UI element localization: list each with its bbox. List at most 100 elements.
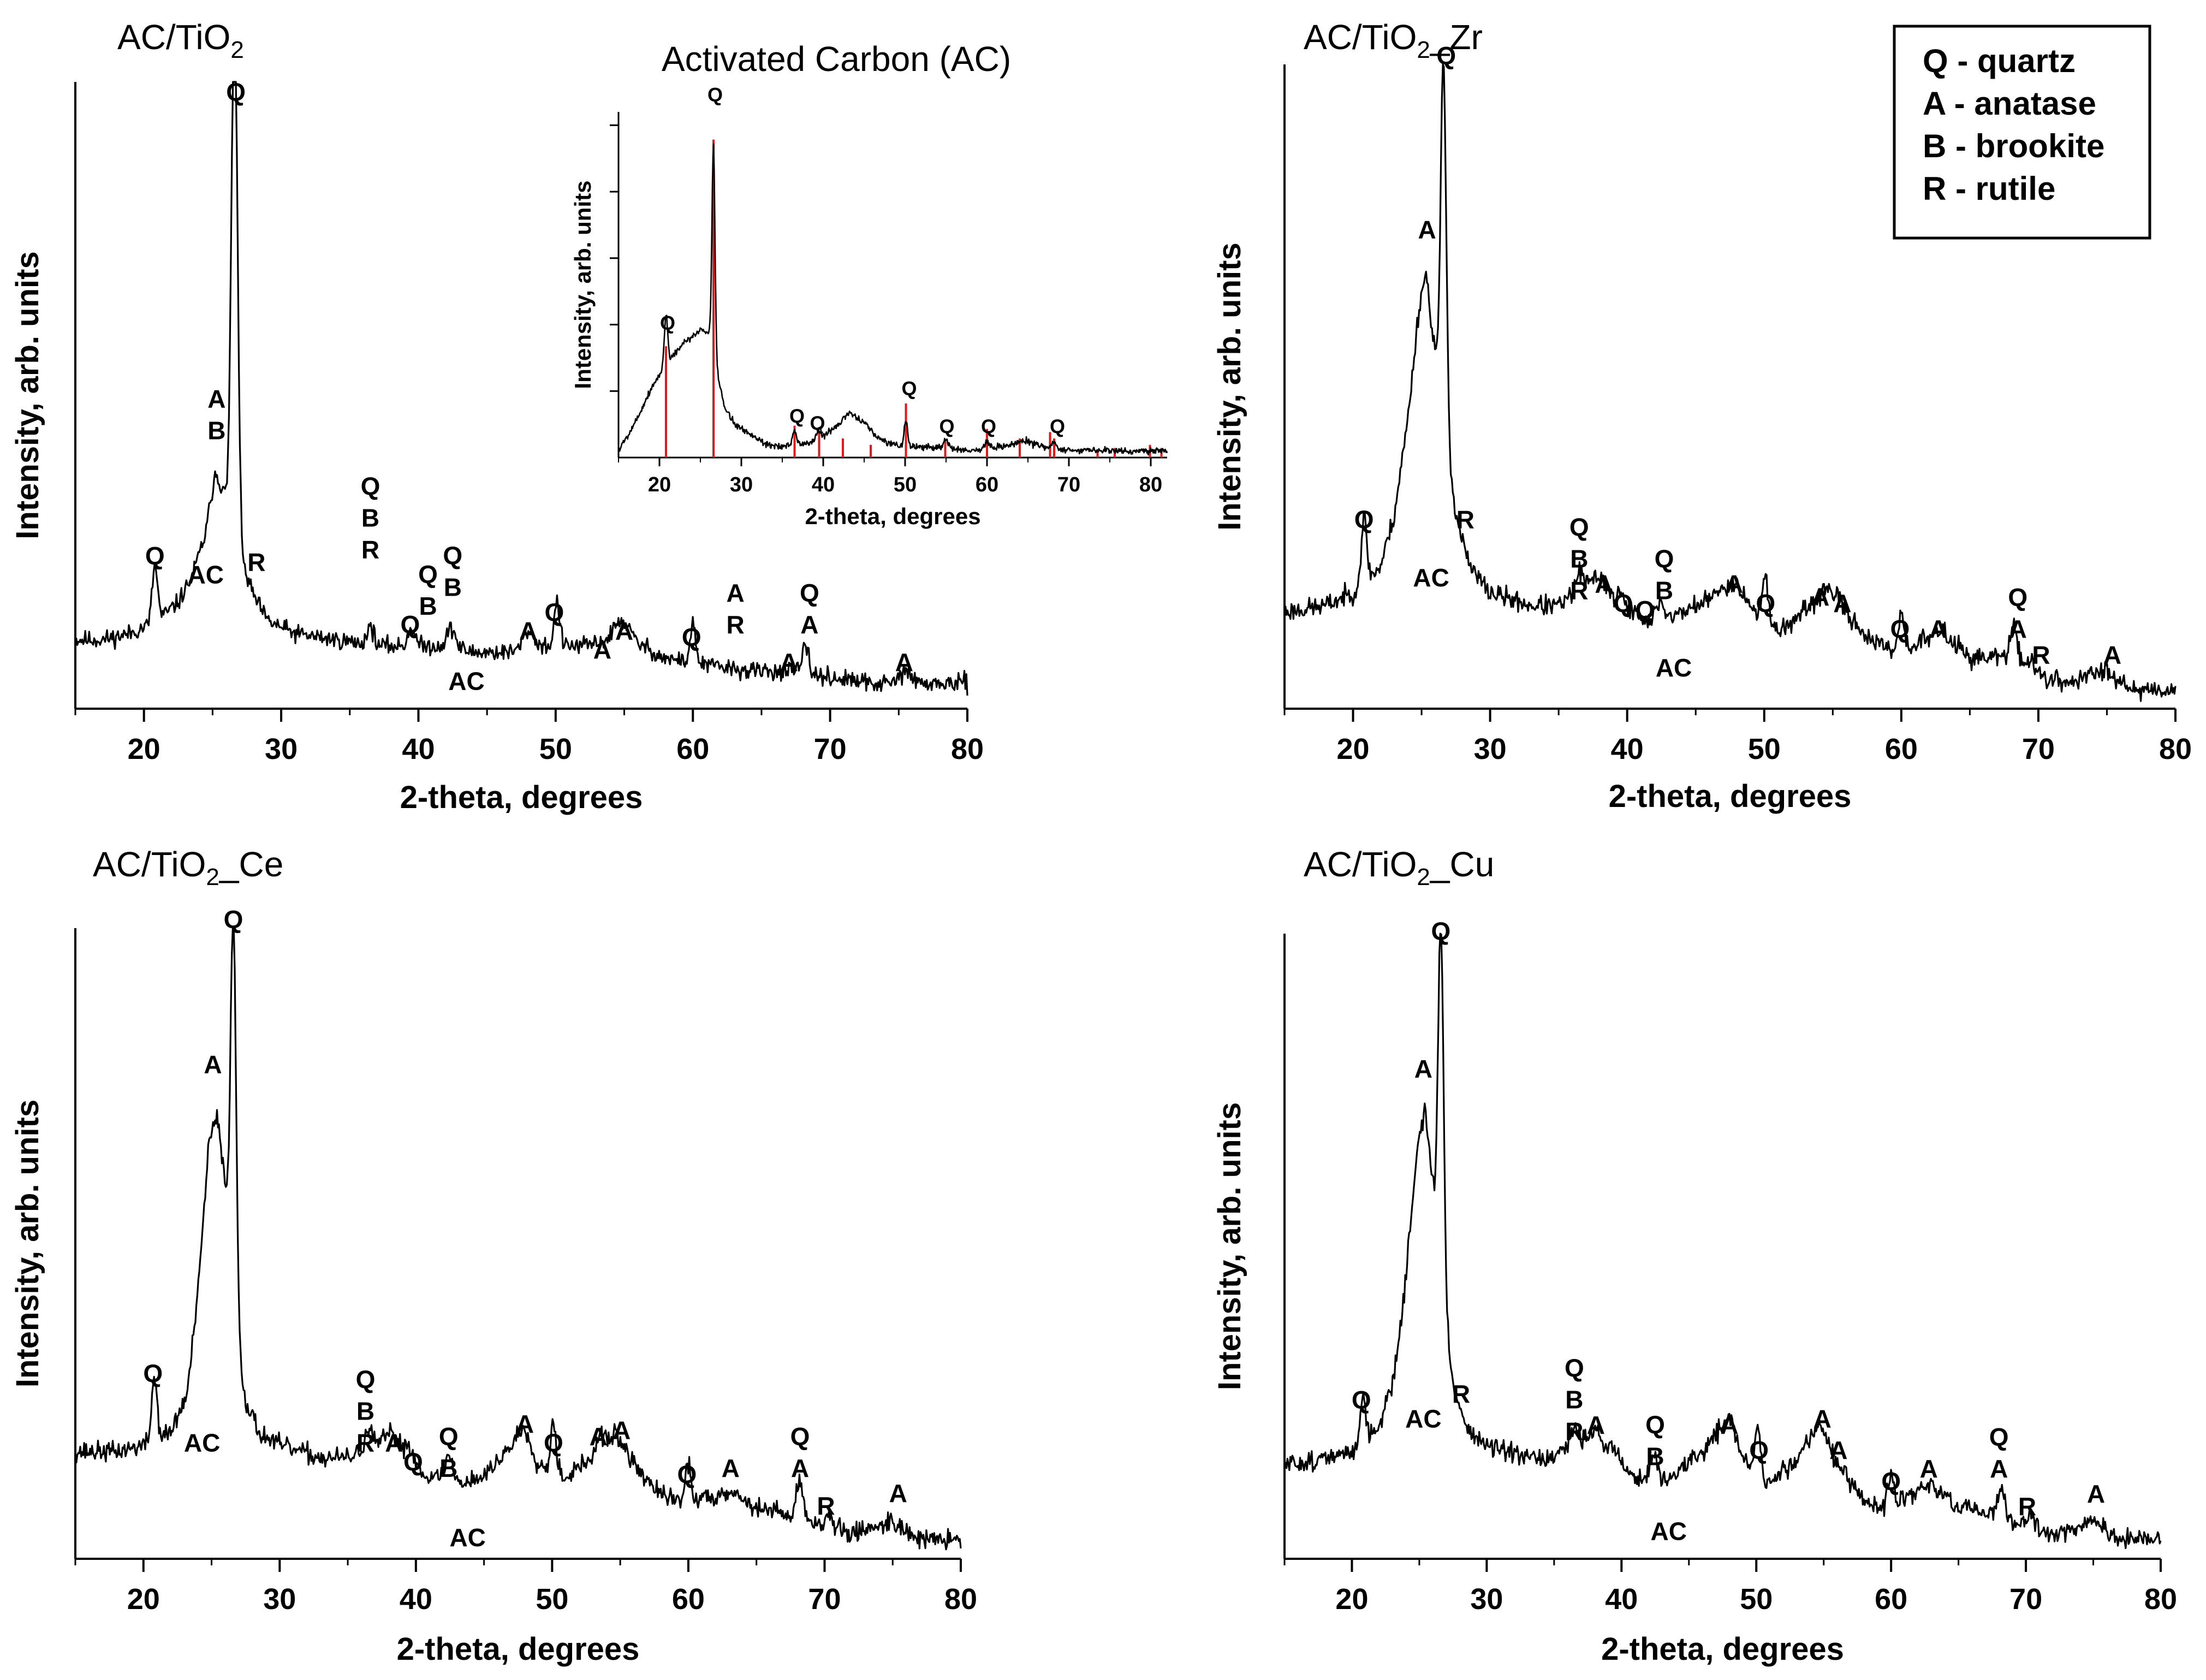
- x-tick-label: 50: [1748, 733, 1781, 765]
- peak-label: Q: [810, 412, 825, 434]
- peak-label: Q: [544, 598, 564, 626]
- chart-title-suffix: _Ce: [219, 845, 283, 884]
- x-tick-label: 70: [814, 733, 847, 765]
- peak-label: A: [207, 384, 225, 413]
- peak-label: Q: [789, 405, 805, 428]
- legend-entry-rutile: R - rutile: [1923, 170, 2055, 207]
- legend-entry-anatase: A - anatase: [1923, 85, 2096, 122]
- x-tick-label: 50: [536, 1583, 568, 1616]
- chart-title: AC/TiO2_Cu: [1304, 845, 1494, 891]
- x-tick-label: 50: [894, 473, 917, 496]
- peak-label: Q: [544, 1429, 563, 1457]
- peak-label: A: [2009, 615, 2027, 643]
- peak-label: R: [361, 535, 379, 563]
- peak-label: Q: [1645, 1410, 1665, 1439]
- x-tick-label: 80: [951, 733, 984, 765]
- x-axis-title: 2-theta, degrees: [400, 780, 643, 815]
- peak-label: R: [727, 610, 745, 639]
- peak-label: AC: [1405, 1405, 1441, 1433]
- peak-label: A: [727, 579, 745, 607]
- peak-label: B: [1646, 1442, 1664, 1470]
- peak-label: Q: [1756, 589, 1775, 618]
- x-tick-label: 30: [1470, 1583, 1503, 1616]
- peak-label: A: [1811, 583, 1829, 611]
- peak-label: B: [356, 1397, 374, 1426]
- peak-label: A: [780, 648, 798, 676]
- x-tick-label: 40: [400, 1583, 432, 1616]
- y-axis-title: Intensity, arb. units: [10, 1100, 45, 1387]
- chart-title-suffix: _Zr: [1430, 17, 1483, 57]
- peak-label: B: [444, 573, 462, 601]
- legend: Q - quartz A - anatase B - brookite R - …: [1893, 25, 2151, 240]
- x-tick-label: 80: [2159, 733, 2192, 765]
- peak-label: A: [1990, 1455, 2008, 1483]
- x-tick-label: 70: [2022, 733, 2055, 765]
- xrd-pattern-line: [617, 143, 1168, 456]
- peak-label: AC: [1413, 563, 1449, 592]
- peak-label: Q: [1655, 544, 1674, 573]
- peak-label: R: [1452, 1380, 1470, 1408]
- chart-title-main: AC/TiO: [117, 17, 230, 57]
- peak-label: A: [516, 1410, 534, 1438]
- peak-label: AC: [1656, 654, 1692, 682]
- x-tick-label: 30: [730, 473, 753, 496]
- x-axis-title: 2-theta, degrees: [397, 1631, 640, 1667]
- x-tick-label: 20: [648, 473, 671, 496]
- peak-label: R: [1570, 576, 1588, 604]
- x-tick-label: 40: [402, 733, 435, 765]
- chart-panel-activated-carbon-inset: Activated Carbon (AC) 20 30 40 50 60 70 80 2-the…: [570, 39, 1168, 529]
- chart-title: AC/TiO2: [117, 17, 244, 63]
- chart-title: AC/TiO2_Zr: [1304, 17, 1483, 63]
- x-tick-label: 60: [1885, 733, 1918, 765]
- peak-label: Q: [1749, 1436, 1769, 1464]
- peak-label: R: [356, 1429, 374, 1457]
- peak-label: AC: [188, 560, 224, 589]
- x-tick-label: 80: [1139, 473, 1162, 496]
- peak-label: AC: [448, 667, 484, 696]
- x-tick-label: 80: [2144, 1583, 2177, 1616]
- peak-label: R: [1456, 506, 1474, 534]
- peak-label: A: [722, 1454, 740, 1482]
- peak-label: A: [1725, 570, 1743, 598]
- peak-label: A: [1720, 1411, 1738, 1439]
- peak-label: Q: [439, 1422, 459, 1451]
- xrd-pattern-line: [74, 81, 968, 696]
- peak-label: A: [1414, 1054, 1432, 1083]
- peak-label: Q: [1989, 1423, 2009, 1451]
- x-tick-label: 60: [672, 1583, 705, 1616]
- chart-panel-ac-tio2-zr: AC/TiO2_Zr 20 30 40 50 60 70 80 2-theta, degrees…: [1212, 17, 2192, 814]
- peak-label: A: [1418, 216, 1436, 244]
- peak-label: B: [207, 416, 225, 444]
- peak-label: A: [519, 617, 537, 645]
- xrd-pattern-line: [1283, 63, 2177, 702]
- xrd-pattern-line: [74, 927, 962, 1551]
- peak-label: B: [361, 503, 379, 532]
- peak-label: Q: [143, 1360, 163, 1388]
- x-axis-title: 2-theta, degrees: [805, 503, 980, 529]
- peak-label: A: [2087, 1480, 2105, 1508]
- peak-label: A: [791, 1454, 809, 1482]
- chart-title-subscript: 2: [230, 37, 243, 63]
- peak-label: Q: [400, 610, 420, 639]
- peak-label: Q: [356, 1366, 376, 1394]
- peak-label: A: [204, 1050, 222, 1079]
- peak-label: Q: [361, 472, 380, 500]
- peak-label: Q: [677, 1460, 697, 1488]
- legend-entry-quartz: Q - quartz: [1923, 43, 2076, 79]
- peak-label: Q: [707, 84, 723, 106]
- peak-label: Q: [1890, 615, 1910, 643]
- peak-label: AC: [184, 1429, 220, 1457]
- peak-label: A: [1595, 570, 1613, 598]
- chart-title: Activated Carbon (AC): [662, 39, 1011, 79]
- peak-label: Q: [939, 415, 954, 438]
- peak-label: B: [1655, 576, 1673, 604]
- peak-label: A: [1920, 1455, 1938, 1483]
- peak-label: B: [439, 1454, 457, 1482]
- x-tick-label: 30: [263, 1583, 296, 1616]
- y-axis-title: Intensity, arb. units: [1212, 242, 1247, 530]
- peak-label: A: [1929, 615, 1947, 643]
- peak-label: R: [2018, 1492, 2036, 1521]
- legend-entry-brookite: B - brookite: [1923, 128, 2104, 164]
- chart-title-subscript: 2: [1417, 864, 1430, 891]
- x-tick-label: 40: [1611, 733, 1644, 765]
